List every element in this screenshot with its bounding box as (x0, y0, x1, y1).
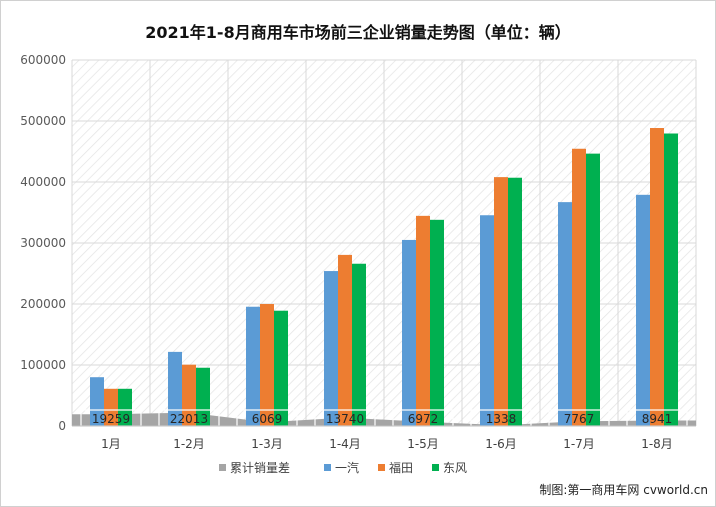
x-tick-label: 1-5月 (407, 437, 439, 451)
bar (558, 202, 572, 426)
bar (586, 153, 600, 426)
bar (572, 148, 586, 426)
bar (104, 388, 118, 426)
bar (90, 377, 104, 426)
y-axis: 0 100000 200000 300000 400000 500000 600000 (20, 53, 66, 433)
bar (480, 215, 494, 426)
legend-label: 累计销量差 (230, 461, 290, 475)
bar (182, 364, 196, 426)
bar-series (90, 128, 678, 426)
bar (494, 177, 508, 426)
y-tick-label: 500000 (20, 114, 66, 128)
y-tick-label: 0 (58, 419, 66, 433)
data-label: 8941 (642, 412, 673, 426)
source-credit: 制图:第一商用车网 cvworld.cn (539, 482, 708, 497)
bar (274, 310, 288, 426)
legend-swatch (219, 464, 226, 471)
x-tick-label: 1-8月 (641, 437, 673, 451)
x-tick-label: 1月 (101, 437, 121, 451)
area-series (72, 412, 696, 426)
bar (416, 215, 430, 426)
x-tick-label: 1-4月 (329, 437, 361, 451)
legend: 累计销量差 一汽 福田 东风 (219, 460, 467, 475)
bar (338, 254, 352, 426)
x-tick-label: 1-7月 (563, 437, 595, 451)
bar (246, 306, 260, 426)
legend-swatch (324, 464, 331, 471)
legend-label: 福田 (389, 460, 413, 475)
data-label: 6069 (252, 412, 283, 426)
bar (636, 194, 650, 426)
data-label: 1338 (486, 412, 517, 426)
bar (196, 367, 210, 426)
data-label: 13740 (326, 412, 364, 426)
x-tick-label: 1-2月 (173, 437, 205, 451)
legend-label: 东风 (443, 461, 467, 475)
bar (650, 128, 664, 426)
bar (430, 219, 444, 426)
y-tick-label: 300000 (20, 236, 66, 250)
bar (118, 388, 132, 426)
area-fill-cumulative-diff (72, 412, 696, 426)
data-label: 19259 (92, 412, 130, 426)
y-tick-label: 400000 (20, 175, 66, 189)
data-label: 7767 (564, 412, 595, 426)
bar (402, 239, 416, 426)
legend-swatch (378, 464, 385, 471)
x-tick-label: 1-6月 (485, 437, 517, 451)
bar (508, 177, 522, 426)
data-label: 22013 (170, 412, 208, 426)
bar (324, 271, 338, 426)
x-axis: 1月 1-2月 1-3月 1-4月 1-5月 1-6月 1-7月 1-8月 (72, 425, 696, 451)
data-labels: 19259 22013 6069 13740 6972 1338 7767 8941 (80, 409, 688, 427)
bar (260, 304, 274, 426)
bar (664, 133, 678, 426)
data-label: 6972 (408, 412, 439, 426)
chart-title: 2021年1-8月商用车市场前三企业销量走势图（单位：辆） (145, 23, 570, 42)
legend-swatch (432, 464, 439, 471)
y-tick-label: 200000 (20, 297, 66, 311)
y-tick-label: 100000 (20, 358, 66, 372)
bar (168, 351, 182, 426)
legend-label: 一汽 (335, 460, 359, 475)
x-tick-label: 1-3月 (251, 437, 283, 451)
y-tick-label: 600000 (20, 53, 66, 67)
bar (352, 263, 366, 426)
